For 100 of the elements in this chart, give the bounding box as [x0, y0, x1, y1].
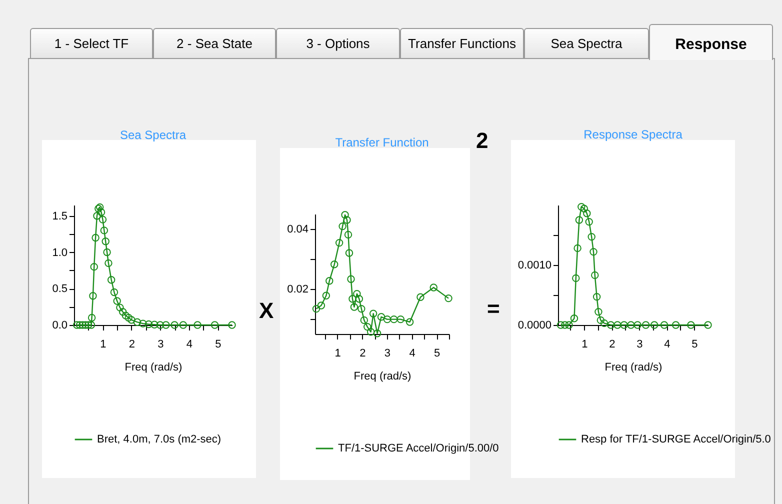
point: [383, 315, 392, 324]
x-tick-label: 5: [434, 348, 440, 360]
point: [627, 321, 635, 329]
point: [341, 211, 349, 219]
point: [585, 218, 593, 226]
point: [89, 292, 97, 300]
x-tick-label: 5: [692, 338, 698, 350]
point: [103, 248, 111, 256]
x-tick-label: 1: [582, 338, 588, 350]
point: [110, 288, 118, 296]
x-tick-label: 2: [360, 348, 366, 360]
point: [348, 295, 356, 303]
x-tick-label: 3: [384, 348, 391, 360]
point: [620, 321, 628, 329]
point: [590, 248, 598, 256]
point: [170, 321, 178, 329]
point: [73, 321, 81, 329]
point: [92, 234, 100, 242]
point: [672, 321, 680, 329]
point: [330, 260, 338, 268]
text: X: [259, 298, 274, 324]
point: [118, 308, 127, 316]
point: [396, 315, 404, 324]
x-tick-label: 2: [128, 338, 136, 350]
text: 3 - Options: [276, 28, 400, 58]
point: [210, 321, 219, 329]
y-tick-label: 0.04: [287, 224, 308, 236]
x-axis-title: Freq (rad/s): [354, 370, 412, 382]
chart-title: Sea Spectra: [120, 128, 186, 142]
legend-label: TF/1-SURGE Accel/Origin/5.00/0: [338, 442, 499, 454]
point: [144, 320, 153, 328]
point: [345, 249, 354, 257]
point: [104, 259, 112, 268]
point: [98, 216, 107, 224]
point: [369, 310, 378, 318]
x-tick-label: 4: [409, 348, 416, 360]
point: [355, 295, 364, 303]
point: [228, 321, 236, 329]
x-axis-title: Freq (rad/s): [604, 362, 662, 374]
point: [444, 294, 452, 302]
x-tick-label: 4: [664, 338, 670, 350]
x-tick-label: 1: [100, 338, 106, 350]
point: [561, 321, 569, 329]
point: [366, 328, 375, 336]
point: [194, 321, 202, 329]
point: [580, 204, 588, 212]
text: =: [487, 296, 500, 322]
x-tick-label: 5: [215, 338, 222, 350]
x-tick-label: 3: [636, 338, 643, 350]
point: [156, 321, 164, 329]
y-tick-label: 0.0010: [518, 260, 552, 272]
point: [100, 226, 108, 234]
point: [353, 290, 361, 298]
point: [179, 321, 188, 329]
point: [704, 321, 712, 329]
x-tick-label: 4: [186, 338, 192, 350]
point: [373, 330, 382, 338]
point: [107, 276, 116, 284]
point: [364, 322, 372, 331]
point: [600, 319, 608, 328]
point: [338, 222, 346, 230]
point: [350, 303, 358, 311]
text: Transfer Functions: [400, 28, 524, 58]
y-tick-label: 0.0000: [518, 320, 552, 332]
point: [406, 318, 414, 326]
point: [317, 302, 326, 310]
point: [390, 315, 398, 324]
point: [139, 320, 147, 328]
point: [84, 321, 92, 329]
text: Sea Spectra: [524, 28, 649, 58]
point: [687, 321, 695, 329]
point: [343, 216, 351, 224]
point: [97, 208, 106, 216]
point: [93, 212, 101, 220]
y-tick-label: 0.02: [287, 284, 308, 296]
y-tick-label: 1.5: [52, 210, 68, 222]
point: [572, 274, 580, 282]
point: [113, 297, 121, 305]
point: [556, 321, 565, 329]
point: [430, 284, 438, 292]
point: [588, 232, 596, 241]
point: [90, 262, 98, 271]
chart-title: Response Spectra: [584, 127, 683, 142]
point: [596, 316, 605, 324]
text: 1 - Select TF: [30, 28, 153, 58]
point: [76, 321, 84, 329]
point: [335, 238, 344, 247]
point: [650, 321, 658, 329]
chart-title: Transfer Function: [335, 136, 429, 150]
point: [360, 316, 368, 324]
point: [128, 316, 136, 324]
point: [326, 277, 334, 285]
legend-label: Bret, 4.0m, 7.0s (m2-sec): [97, 434, 222, 446]
point: [614, 321, 622, 329]
point: [87, 321, 96, 329]
y-tick-label: 1.0: [52, 246, 68, 259]
y-tick-label: 0.0: [52, 320, 68, 332]
point: [377, 313, 386, 321]
point: [583, 210, 591, 218]
text: 2 - Sea State: [153, 28, 276, 58]
